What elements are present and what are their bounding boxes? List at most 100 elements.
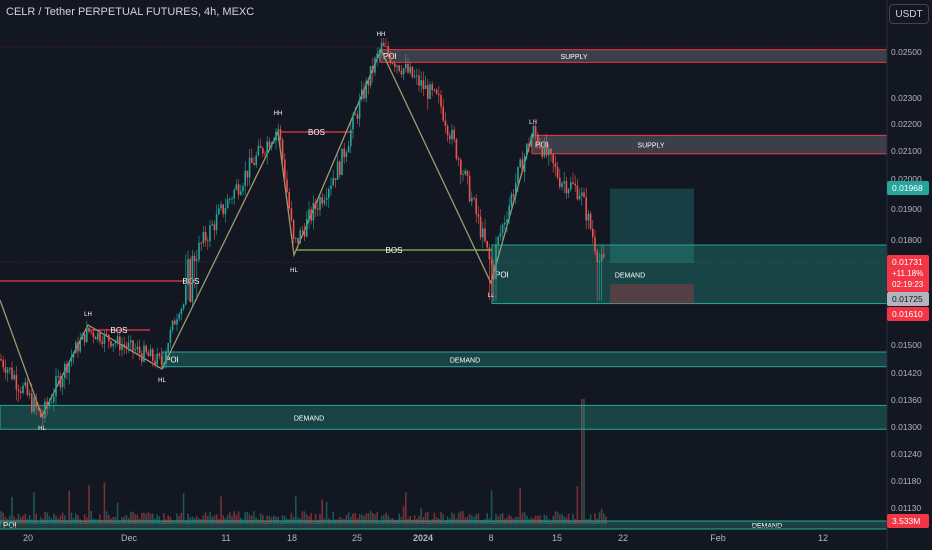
candle-body bbox=[24, 382, 26, 386]
candle-body bbox=[4, 367, 7, 373]
candle-body bbox=[13, 374, 15, 379]
candle-body bbox=[387, 46, 389, 55]
candle-body bbox=[286, 179, 288, 193]
candle-body bbox=[235, 184, 238, 190]
volume-bar bbox=[400, 516, 403, 524]
bar-countdown-badge: 02:19:23 bbox=[892, 280, 924, 289]
volume-bar bbox=[372, 512, 374, 524]
volume-bar bbox=[9, 515, 11, 524]
volume-bar bbox=[297, 517, 299, 524]
bos-label: BOS bbox=[111, 326, 128, 335]
volume-bar bbox=[33, 492, 35, 524]
volume-bar bbox=[273, 515, 275, 524]
volume-bar bbox=[347, 512, 350, 524]
volume-bar bbox=[262, 515, 264, 524]
candle-body bbox=[442, 106, 444, 121]
volume-bar bbox=[464, 517, 466, 524]
candle-body bbox=[213, 224, 216, 231]
price-tick-label: 0.01800 bbox=[891, 235, 922, 245]
structure-point-label: LH bbox=[84, 312, 92, 318]
candle-body bbox=[471, 198, 473, 202]
candle-body bbox=[114, 342, 117, 344]
volume-bar bbox=[64, 515, 66, 524]
price-tick-label: 0.01360 bbox=[891, 395, 922, 405]
candle-body bbox=[350, 129, 352, 147]
volume-bar bbox=[325, 501, 328, 524]
candle-body bbox=[94, 337, 97, 340]
volume-bar bbox=[83, 514, 86, 524]
candle-body bbox=[543, 141, 546, 157]
volume-bar bbox=[592, 520, 594, 524]
volume-bar bbox=[169, 516, 172, 524]
structure-point-label: HL bbox=[158, 378, 166, 384]
volume-bar bbox=[572, 513, 574, 524]
candle-body bbox=[15, 374, 18, 390]
candle-body bbox=[171, 320, 174, 331]
candle-body bbox=[145, 345, 147, 353]
volume-bar bbox=[193, 517, 196, 524]
candle-body bbox=[508, 205, 510, 220]
volume-bar bbox=[209, 512, 211, 524]
candle-body bbox=[218, 208, 220, 215]
volume-bar bbox=[187, 513, 189, 524]
candle-body bbox=[545, 141, 548, 156]
volume-bar bbox=[330, 519, 332, 524]
candle-body bbox=[420, 80, 422, 86]
volume-bar bbox=[127, 518, 130, 524]
volume-bar bbox=[290, 513, 293, 524]
candle-body bbox=[138, 346, 141, 354]
volume-bar bbox=[270, 517, 273, 524]
candle-body bbox=[383, 42, 385, 47]
volume-bar bbox=[365, 513, 367, 524]
candle-body bbox=[409, 66, 411, 73]
volume-bar bbox=[323, 518, 326, 524]
candle-body bbox=[574, 183, 576, 186]
candle-body bbox=[266, 141, 268, 155]
candle-body bbox=[6, 369, 9, 373]
volume-bar bbox=[158, 516, 161, 524]
volume-bar bbox=[132, 511, 134, 524]
candle-body bbox=[512, 194, 515, 197]
candle-body bbox=[44, 401, 46, 419]
candle-body bbox=[233, 189, 235, 199]
candle-body bbox=[332, 178, 334, 186]
volume-bar bbox=[17, 513, 20, 524]
volume-bar bbox=[312, 520, 315, 524]
last-price-badge: 0.01731 bbox=[892, 257, 923, 267]
volume-bar bbox=[88, 485, 90, 524]
candle-body bbox=[189, 259, 191, 302]
candle-body bbox=[229, 198, 231, 200]
volume-bar bbox=[462, 511, 464, 524]
candle-body bbox=[308, 209, 310, 219]
volume-bar bbox=[145, 513, 147, 524]
candle-body bbox=[22, 385, 24, 394]
time-tick-label: 22 bbox=[618, 533, 628, 543]
currency-button[interactable]: USDT bbox=[889, 4, 929, 24]
price-tick-label: 0.02100 bbox=[891, 146, 922, 156]
volume-bar bbox=[466, 516, 469, 524]
volume-bar bbox=[308, 516, 310, 524]
candle-body bbox=[88, 327, 90, 332]
volume-bar bbox=[277, 516, 279, 524]
candle-body bbox=[581, 192, 583, 196]
volume-bar bbox=[281, 515, 284, 524]
zone-label: DEMAND bbox=[294, 415, 324, 422]
candle-body bbox=[363, 89, 365, 99]
volume-bar bbox=[57, 518, 59, 524]
time-tick-label: 25 bbox=[352, 533, 362, 543]
volume-bar bbox=[176, 513, 178, 524]
volume-bar bbox=[112, 516, 114, 524]
candle-body bbox=[198, 242, 200, 260]
volume-bar bbox=[116, 502, 119, 524]
volume-bar bbox=[587, 519, 590, 524]
candle-body bbox=[35, 397, 37, 408]
candle-body bbox=[352, 115, 354, 130]
volume-bar bbox=[68, 490, 70, 524]
volume-bar bbox=[380, 516, 383, 524]
volume-bar bbox=[506, 517, 508, 524]
volume-bar bbox=[559, 514, 561, 524]
candle-body bbox=[486, 241, 488, 248]
volume-badge-bg bbox=[887, 514, 929, 528]
candle-body bbox=[325, 197, 328, 200]
